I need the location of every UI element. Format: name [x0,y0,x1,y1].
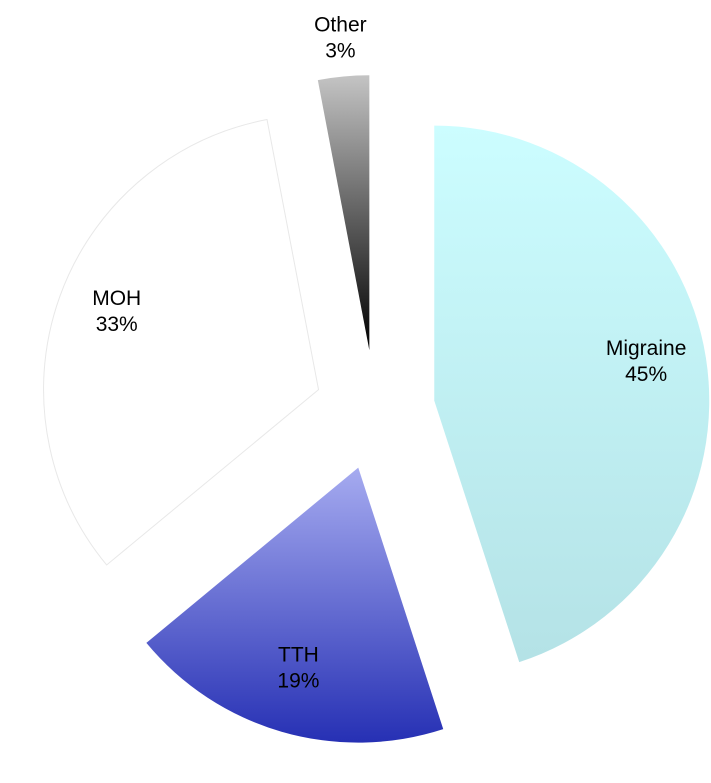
slice-value: 33% [96,313,138,336]
slice-label: MOH 33% [92,287,141,336]
slice-category: Migraine [606,337,687,360]
pie-slice [317,75,370,351]
slice-label: Migraine 45% [606,337,687,386]
pie-slice [43,118,320,566]
pie-slice [434,125,710,663]
slice-category: MOH [92,287,141,310]
slice-label: Other 3% [314,14,367,63]
slice-category: Other [314,14,367,37]
slice-value: 19% [277,670,319,693]
slice-label: TTH 19% [277,644,319,693]
slice-value: 3% [325,40,355,63]
pie-slice [146,467,444,743]
slice-value: 45% [625,363,667,386]
slice-category: TTH [278,644,319,667]
